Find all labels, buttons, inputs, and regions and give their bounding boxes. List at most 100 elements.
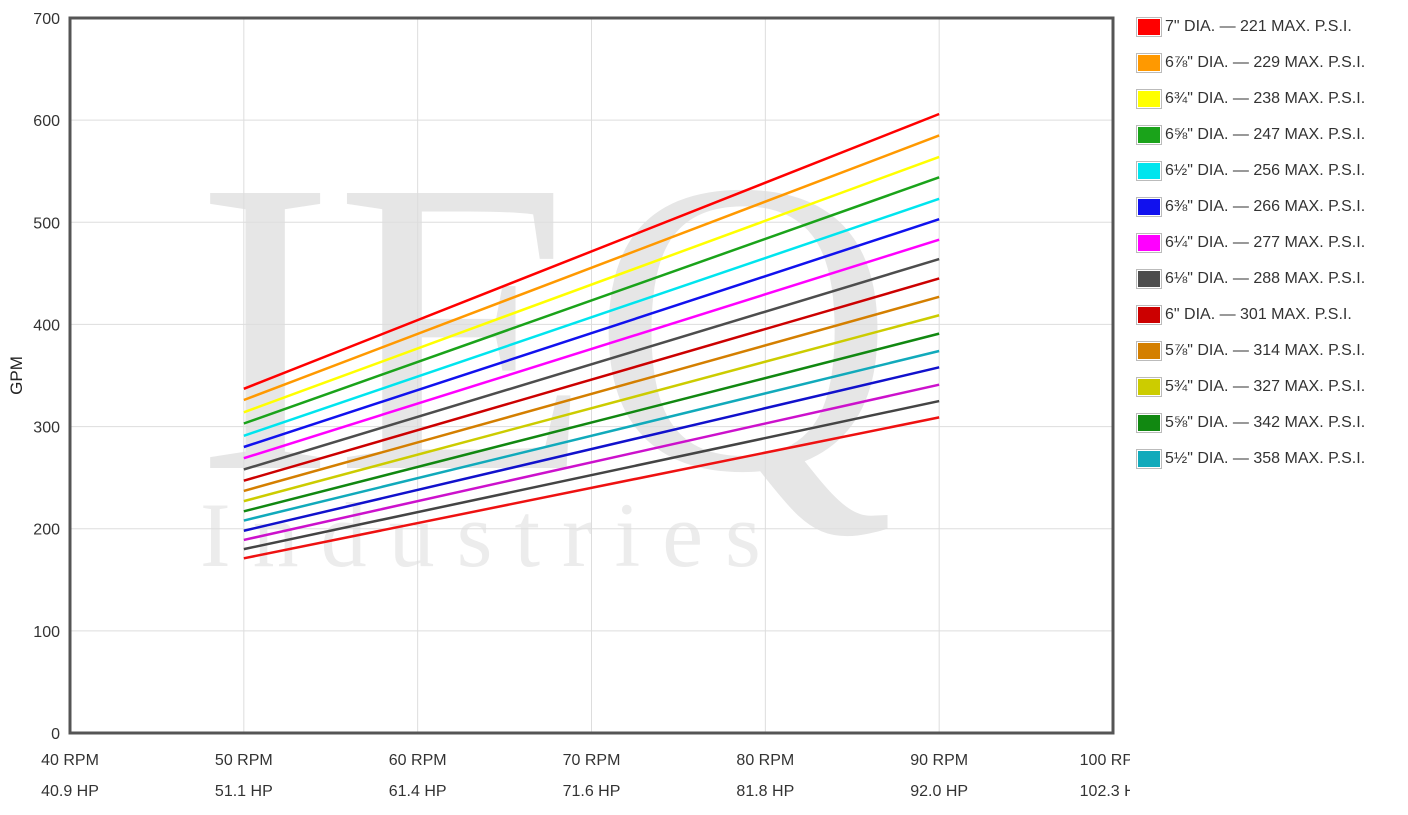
legend-label: 6⅞" DIA. — 229 MAX. P.S.I. xyxy=(1165,54,1366,71)
legend-label: 7" DIA. — 221 MAX. P.S.I. xyxy=(1165,18,1352,35)
legend-swatch xyxy=(1136,413,1162,433)
legend-label: 6½" DIA. — 256 MAX. P.S.I. xyxy=(1165,162,1366,179)
legend-label: 5⅝" DIA. — 342 MAX. P.S.I. xyxy=(1165,414,1366,431)
legend-item[interactable]: 5⅝" DIA. — 342 MAX. P.S.I. xyxy=(1136,410,1408,436)
plot-frame xyxy=(68,16,1115,735)
series-line xyxy=(243,332,940,513)
legend-item[interactable]: 6¾" DIA. — 238 MAX. P.S.I. xyxy=(1136,86,1408,112)
legend-swatch xyxy=(1136,269,1162,289)
legend-swatch xyxy=(1136,197,1162,217)
legend-label: 6⅝" DIA. — 247 MAX. P.S.I. xyxy=(1165,126,1366,143)
x-tick-label-hp: 92.0 HP xyxy=(910,783,968,800)
y-tick-label: 600 xyxy=(33,113,60,130)
y-tick-label: 0 xyxy=(51,726,60,743)
series-line xyxy=(243,218,940,449)
series-line xyxy=(243,383,940,542)
legend-item[interactable]: 6⅞" DIA. — 229 MAX. P.S.I. xyxy=(1136,50,1408,76)
legend-label: 5½" DIA. — 358 MAX. P.S.I. xyxy=(1165,450,1366,467)
legend-label: 6¼" DIA. — 277 MAX. P.S.I. xyxy=(1165,234,1366,251)
legend-label: 6⅜" DIA. — 266 MAX. P.S.I. xyxy=(1165,198,1366,215)
x-tick-label-hp: 40.9 HP xyxy=(41,783,99,800)
series-line xyxy=(243,277,940,482)
series-line xyxy=(243,366,940,532)
y-axis-ticks: 0 100 200 300 400 500 600 700 xyxy=(33,11,60,743)
watermark-text: Industries xyxy=(200,484,783,586)
series-line xyxy=(243,238,940,460)
series-line xyxy=(243,257,940,471)
legend-swatch-fill xyxy=(1138,19,1160,35)
legend-item[interactable]: 6⅝" DIA. — 247 MAX. P.S.I. xyxy=(1136,122,1408,148)
series-line xyxy=(243,112,940,390)
pump-performance-chart: IEQ Industries 0 100 200 300 400 500 600 700 40… xyxy=(7,11,1130,800)
ieq-industries-watermark: IEQ Industries xyxy=(195,94,895,586)
x-tick-label-hp: 102.3 HP xyxy=(1080,783,1130,800)
legend-label: 6⅛" DIA. — 288 MAX. P.S.I. xyxy=(1165,270,1366,287)
legend-swatch-fill xyxy=(1138,451,1160,467)
legend-swatch xyxy=(1136,125,1162,145)
legend-item[interactable]: 6½" DIA. — 256 MAX. P.S.I. xyxy=(1136,158,1408,184)
legend-swatch xyxy=(1136,161,1162,181)
series-lines xyxy=(243,112,940,560)
legend-item[interactable]: 7" DIA. — 221 MAX. P.S.I. xyxy=(1136,14,1408,40)
legend-item[interactable]: 6⅛" DIA. — 288 MAX. P.S.I. xyxy=(1136,266,1408,292)
series-line xyxy=(243,134,940,402)
legend-item[interactable]: 5⅞" DIA. — 314 MAX. P.S.I. xyxy=(1136,338,1408,364)
legend-swatch xyxy=(1136,17,1162,37)
x-tick-label-rpm: 80 RPM xyxy=(736,752,794,769)
legend-swatch-fill xyxy=(1138,235,1160,251)
legend-swatch-fill xyxy=(1138,271,1160,287)
legend-swatch xyxy=(1136,89,1162,109)
x-tick-label-rpm: 40 RPM xyxy=(41,752,99,769)
y-tick-label: 100 xyxy=(33,624,60,641)
legend-swatch xyxy=(1136,449,1162,469)
legend-item[interactable]: 5½" DIA. — 358 MAX. P.S.I. xyxy=(1136,446,1408,472)
legend-swatch-fill xyxy=(1138,163,1160,179)
y-tick-label: 500 xyxy=(33,215,60,232)
series-line xyxy=(243,314,940,503)
legend-swatch xyxy=(1136,377,1162,397)
series-line xyxy=(243,176,940,425)
legend-swatch xyxy=(1136,341,1162,361)
series-line xyxy=(243,416,940,560)
x-tick-label-rpm: 60 RPM xyxy=(389,752,447,769)
legend-label: 5¾" DIA. — 327 MAX. P.S.I. xyxy=(1165,378,1366,395)
series-line xyxy=(243,349,940,522)
legend-label: 5⅞" DIA. — 314 MAX. P.S.I. xyxy=(1165,342,1366,359)
y-tick-label: 700 xyxy=(33,11,60,28)
series-line xyxy=(243,295,940,493)
series-line xyxy=(243,197,940,437)
y-tick-label: 400 xyxy=(33,317,60,334)
x-axis-ticks: 40 RPM 40.9 HP 50 RPM 51.1 HP 60 RPM 61.4 HP 7… xyxy=(41,752,1130,800)
legend-swatch-fill xyxy=(1138,91,1160,107)
legend-item[interactable]: 6⅜" DIA. — 266 MAX. P.S.I. xyxy=(1136,194,1408,220)
x-tick-label-rpm: 70 RPM xyxy=(563,752,621,769)
y-tick-label: 300 xyxy=(33,420,60,437)
x-tick-label-rpm: 90 RPM xyxy=(910,752,968,769)
legend-label: 6" DIA. — 301 MAX. P.S.I. xyxy=(1165,306,1352,323)
x-tick-label-hp: 71.6 HP xyxy=(563,783,621,800)
y-axis-title: GPM xyxy=(7,356,26,395)
legend-item[interactable]: 6¼" DIA. — 277 MAX. P.S.I. xyxy=(1136,230,1408,256)
legend-label: 6¾" DIA. — 238 MAX. P.S.I. xyxy=(1165,90,1366,107)
chart-legend: 7" DIA. — 221 MAX. P.S.I. 6⅞" DIA. — 229 … xyxy=(1136,14,1408,482)
x-tick-label-rpm: 100 RPM xyxy=(1080,752,1130,769)
legend-swatch-fill xyxy=(1138,127,1160,143)
legend-swatch xyxy=(1136,53,1162,73)
y-tick-label: 200 xyxy=(33,522,60,539)
x-tick-label-hp: 61.4 HP xyxy=(389,783,447,800)
x-tick-label-hp: 51.1 HP xyxy=(215,783,273,800)
series-line xyxy=(243,399,940,551)
legend-swatch xyxy=(1136,233,1162,253)
legend-swatch-fill xyxy=(1138,307,1160,323)
legend-swatch-fill xyxy=(1138,199,1160,215)
legend-swatch-fill xyxy=(1138,55,1160,71)
legend-swatch xyxy=(1136,305,1162,325)
legend-swatch-fill xyxy=(1138,343,1160,359)
x-tick-label-rpm: 50 RPM xyxy=(215,752,273,769)
x-tick-label-hp: 81.8 HP xyxy=(736,783,794,800)
legend-swatch-fill xyxy=(1138,379,1160,395)
legend-item[interactable]: 6" DIA. — 301 MAX. P.S.I. xyxy=(1136,302,1408,328)
legend-item[interactable]: 5¾" DIA. — 327 MAX. P.S.I. xyxy=(1136,374,1408,400)
series-line xyxy=(243,155,940,414)
legend-swatch-fill xyxy=(1138,415,1160,431)
